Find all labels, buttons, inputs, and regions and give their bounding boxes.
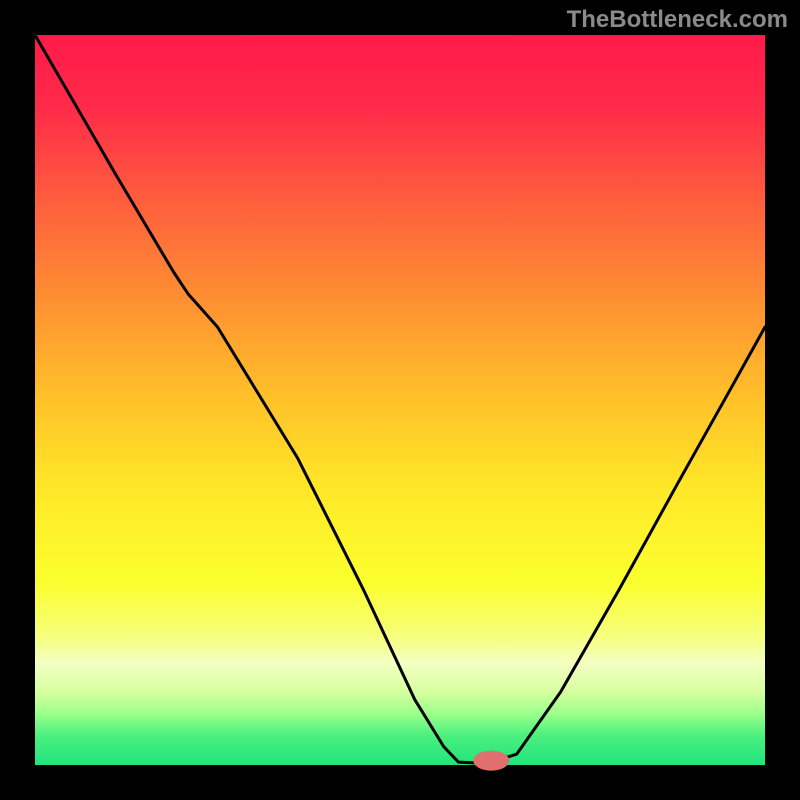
plot-area bbox=[35, 35, 765, 765]
watermark-text: TheBottleneck.com bbox=[567, 6, 788, 34]
bottleneck-chart bbox=[0, 0, 800, 800]
chart-container: { "chart": { "type": "line", "width": 80… bbox=[0, 0, 800, 800]
optimum-marker bbox=[473, 751, 509, 771]
